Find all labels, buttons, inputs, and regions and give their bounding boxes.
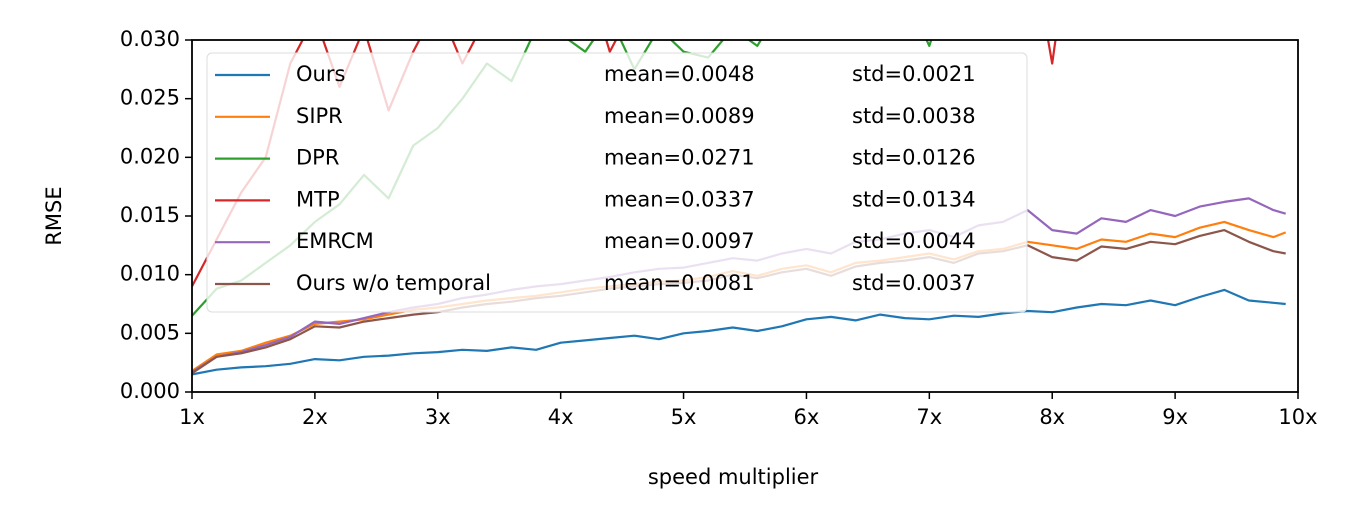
legend-label: EMRCM	[296, 229, 374, 253]
x-tick-label: 4x	[548, 405, 574, 429]
y-tick-label: 0.020	[120, 144, 180, 168]
y-tick-label: 0.015	[120, 203, 180, 227]
y-axis-label: RMSE	[42, 186, 66, 245]
x-tick-label: 5x	[671, 405, 697, 429]
legend-mean: mean=0.0097	[604, 229, 755, 253]
legend-std: std=0.0044	[852, 229, 976, 253]
legend-label: DPR	[296, 146, 339, 170]
series-line	[192, 288, 1286, 376]
x-tick-label: 10x	[1278, 405, 1317, 429]
x-tick-label: 6x	[794, 405, 820, 429]
legend-box	[206, 52, 1028, 313]
x-axis-label: speed multiplier	[648, 465, 819, 489]
y-tick-label: 0.000	[120, 379, 180, 403]
legend-std: std=0.0134	[852, 187, 976, 211]
legend-std: std=0.0037	[852, 271, 976, 295]
plot-frame	[191, 39, 1299, 393]
y-tick-label: 0.005	[120, 320, 180, 344]
x-tick-label: 8x	[1039, 405, 1065, 429]
legend-mean: mean=0.0271	[604, 146, 755, 170]
legend-label: Ours w/o temporal	[296, 271, 491, 295]
y-tick-label: 0.025	[120, 86, 180, 110]
legend-mean: mean=0.0337	[604, 187, 755, 211]
legend-std: std=0.0021	[852, 62, 976, 86]
legend: Ours mean=0.0048 std=0.0021 SIPR mean=0.0089…	[206, 52, 1028, 313]
x-tick-label: 7x	[916, 405, 942, 429]
legend-mean: mean=0.0081	[604, 271, 755, 295]
y-tick-label: 0.030	[120, 27, 180, 51]
legend-mean: mean=0.0048	[604, 62, 755, 86]
x-tick-label: 1x	[179, 405, 205, 429]
x-tick-label: 3x	[425, 405, 451, 429]
y-tick-label: 0.010	[120, 262, 180, 286]
legend-std: std=0.0038	[852, 104, 976, 128]
legend-mean: mean=0.0089	[604, 104, 755, 128]
legend-label: MTP	[296, 187, 340, 211]
legend-label: SIPR	[296, 104, 343, 128]
x-tick-label: 9x	[1162, 405, 1188, 429]
legend-label: Ours	[296, 62, 345, 86]
x-tick-label: 2x	[302, 405, 328, 429]
legend-std: std=0.0126	[852, 146, 976, 170]
